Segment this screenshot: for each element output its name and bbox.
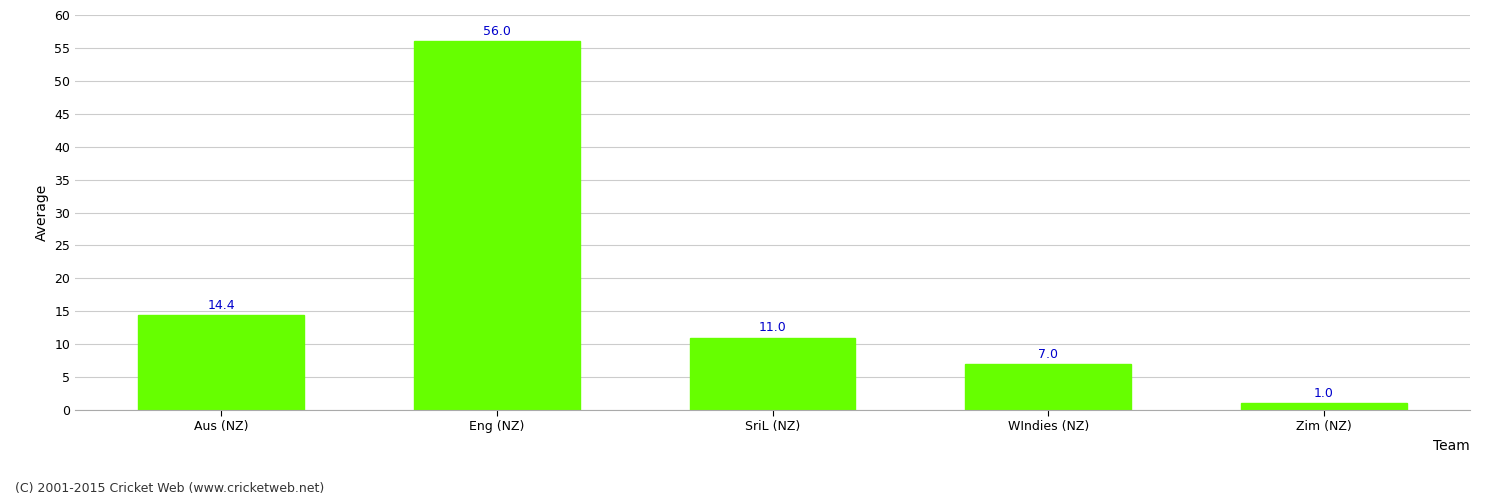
Text: 7.0: 7.0	[1038, 348, 1058, 360]
Y-axis label: Average: Average	[34, 184, 48, 241]
Text: (C) 2001-2015 Cricket Web (www.cricketweb.net): (C) 2001-2015 Cricket Web (www.cricketwe…	[15, 482, 324, 495]
Bar	[690, 338, 855, 410]
Text: 11.0: 11.0	[759, 322, 786, 334]
X-axis label: Team: Team	[1434, 439, 1470, 453]
Text: 56.0: 56.0	[483, 25, 510, 38]
Bar	[966, 364, 1131, 410]
Bar	[414, 42, 579, 410]
Text: 1.0: 1.0	[1314, 387, 1334, 400]
Text: 14.4: 14.4	[207, 299, 236, 312]
Bar	[1240, 404, 1407, 410]
Bar	[138, 315, 304, 410]
